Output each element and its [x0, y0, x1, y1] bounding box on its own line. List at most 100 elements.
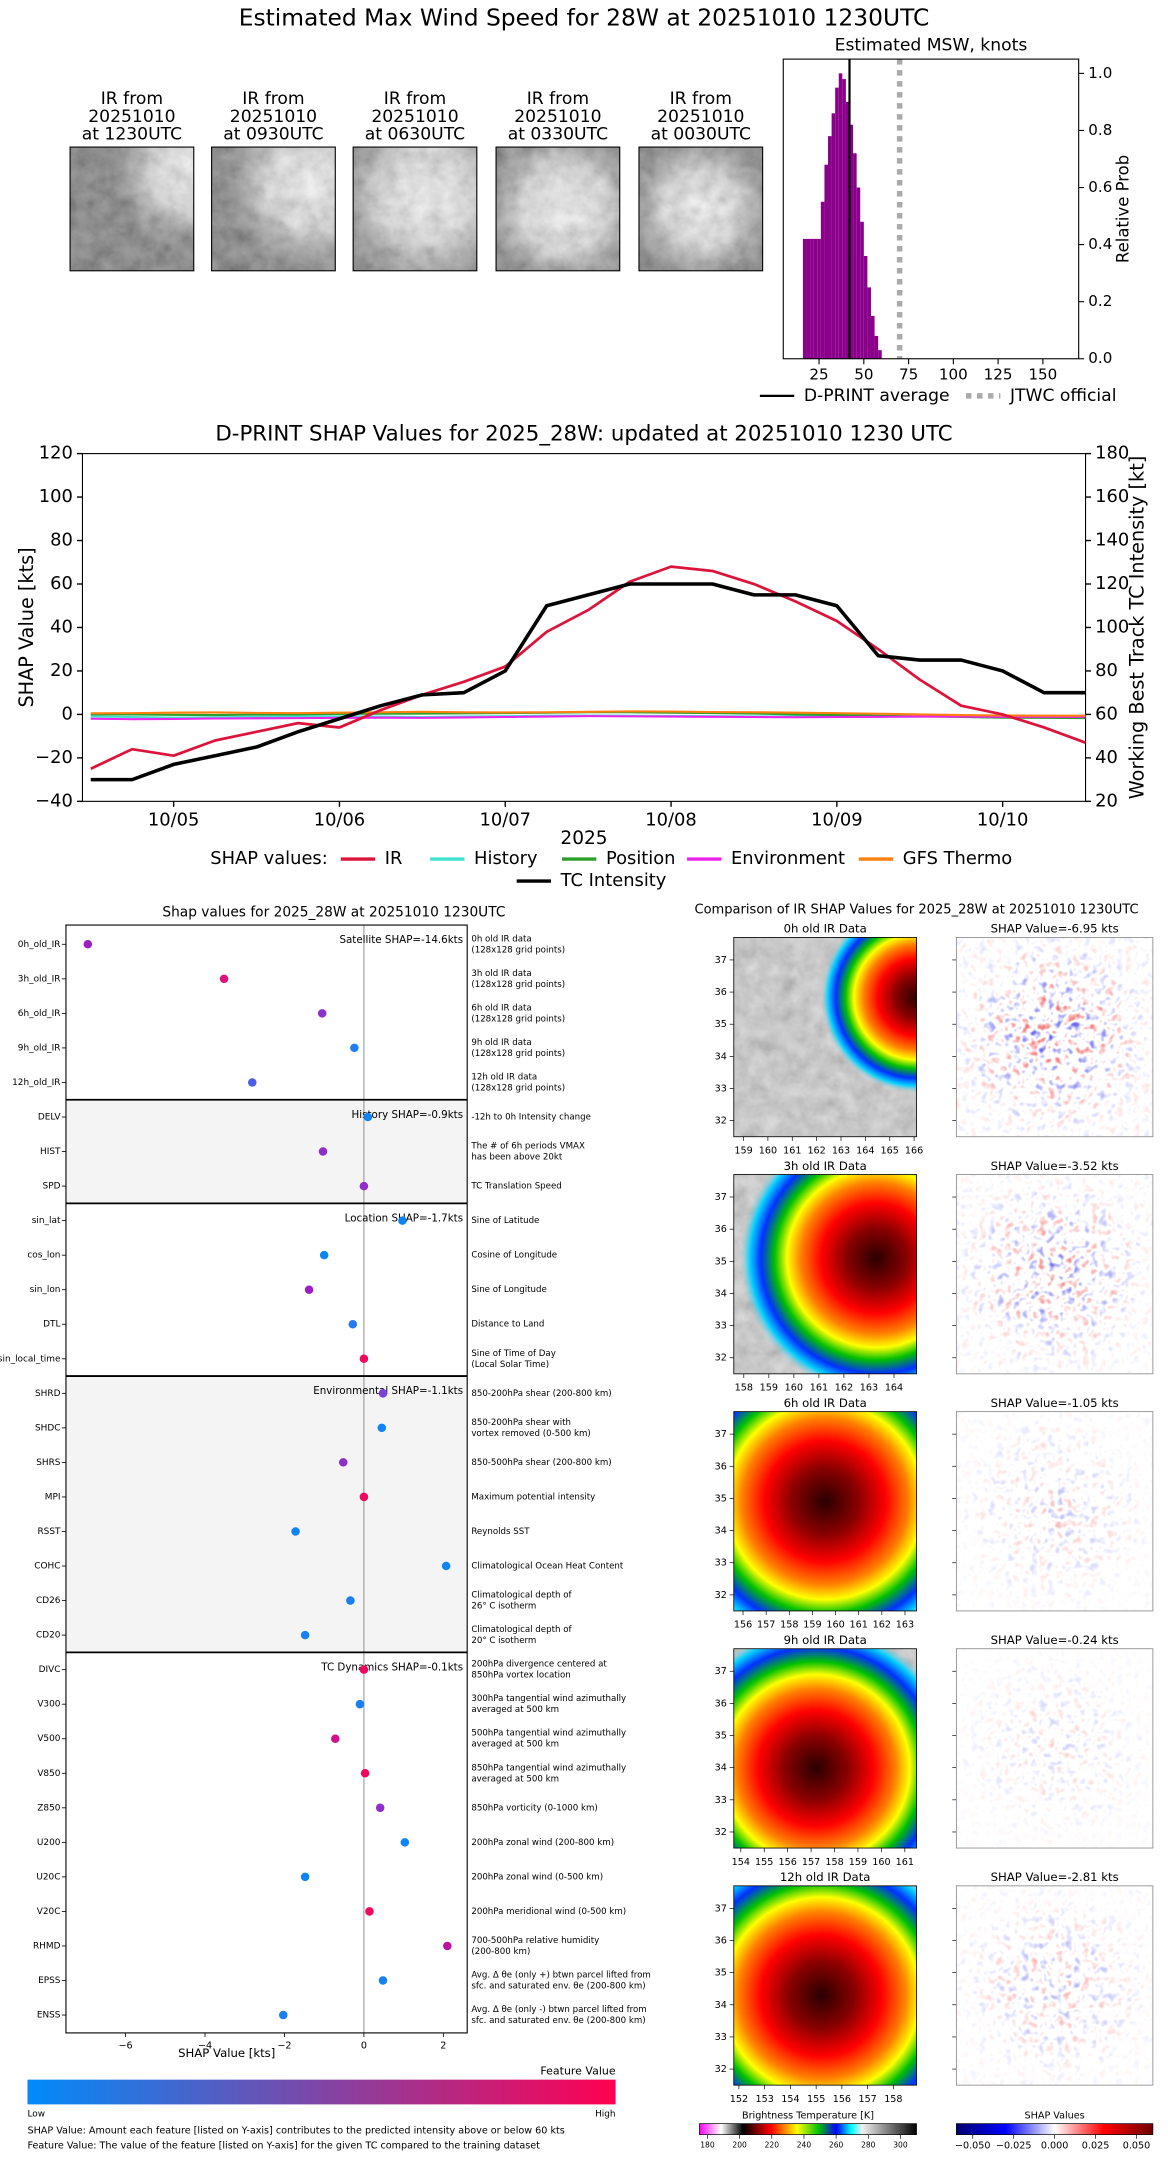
y-tick-label: 0.6 — [1088, 178, 1112, 196]
shap-dot — [363, 1112, 373, 1122]
shap-dot — [443, 1941, 452, 1951]
feature-description: Maximum potential intensity — [471, 1492, 595, 1502]
feature-description: 26° C isotherm — [471, 1602, 536, 1612]
panel-title: 3h old IR Data — [784, 1159, 867, 1173]
colorbar-tick-label: 200 — [732, 2141, 747, 2150]
shap-dot — [355, 1699, 365, 1709]
lon-tick-label: 157 — [802, 1857, 820, 1868]
lon-tick-label: 161 — [850, 1620, 868, 1631]
histogram-bar — [863, 256, 868, 359]
group-label: Environmental SHAP=-1.1kts — [313, 1385, 463, 1397]
y-tick-label: 60 — [50, 573, 73, 594]
feature-description: Sine of Time of Day — [471, 1349, 556, 1359]
lat-tick-label: 37 — [715, 1666, 727, 1677]
histogram-bar — [838, 73, 843, 359]
feature-description: Distance to Land — [471, 1320, 544, 1330]
shap-dot — [359, 1354, 369, 1364]
feature-description: 500hPa tangential wind azimuthally — [471, 1729, 626, 1739]
y-tick-label: 1.0 — [1088, 64, 1112, 82]
y-tick-label: 0 — [61, 703, 72, 724]
lat-tick-label: 32 — [715, 1116, 727, 1127]
lon-tick-label: 165 — [881, 1145, 899, 1156]
feature-label: 9h_old_IR — [18, 1043, 61, 1053]
ir-image — [733, 1174, 917, 1374]
feature-description: 20° C isotherm — [471, 1636, 536, 1646]
texture — [70, 147, 194, 271]
lat-tick-label: 33 — [715, 1795, 727, 1806]
shap-dot — [300, 1630, 310, 1640]
lat-tick-label: 35 — [715, 1968, 727, 1979]
histogram-bar — [878, 350, 882, 359]
feature-description: -12h to 0h Intensity change — [471, 1112, 591, 1122]
colorbar-tick-label: 300 — [893, 2141, 908, 2150]
thumbnail-title: 20251010 — [657, 107, 744, 127]
x-tick-label: 10/10 — [977, 810, 1028, 831]
colorbar-label: Feature Value — [540, 2064, 615, 2077]
feature-label: 0h_old_IR — [18, 940, 61, 950]
feature-label: sin_lon — [30, 1285, 61, 1295]
storm-clouds — [738, 1174, 917, 1374]
histogram-bar — [828, 136, 832, 359]
lat-tick-label: 34 — [715, 1763, 727, 1774]
feature-label: 6h_old_IR — [18, 1009, 61, 1019]
shap-dot — [304, 1285, 314, 1294]
feature-description: 700-500hPa relative humidity — [471, 1936, 599, 1946]
lon-tick-label: 156 — [734, 1620, 752, 1631]
y-tick-label: 0.2 — [1088, 292, 1112, 310]
lat-tick-label: 36 — [715, 1461, 727, 1472]
map-frame — [733, 1174, 917, 1375]
shap-dot — [219, 974, 229, 984]
x-tick-label: 50 — [854, 366, 873, 384]
x-tick-label: 10/09 — [811, 810, 862, 831]
map-frame — [733, 1648, 917, 1849]
histogram-bar — [810, 238, 814, 359]
group-background — [65, 1376, 468, 1653]
feature-label: SHRD — [35, 1389, 61, 1399]
thumbnail-title: IR from — [242, 89, 304, 109]
feature-description: averaged at 500 km — [471, 1774, 559, 1784]
legend-label: D-PRINT average — [804, 386, 950, 406]
shap-dot — [359, 1181, 369, 1191]
feature-description: 850hPa vorticity (0-1000 km) — [471, 1803, 597, 1813]
feature-label: 3h_old_IR — [18, 974, 61, 984]
feature-label: cos_lon — [27, 1251, 60, 1261]
chart-title: D-PRINT SHAP Values for 2025_28W: update… — [215, 421, 952, 446]
shap-image — [956, 937, 1153, 1137]
histogram-bar — [856, 187, 861, 359]
y-tick-label: 40 — [50, 616, 73, 637]
panel-title: SHAP Value=-0.24 kts — [991, 1633, 1119, 1647]
shap-dot — [83, 940, 93, 949]
histogram-bar — [831, 113, 836, 359]
x-tick-label: 75 — [899, 366, 918, 384]
thumbnail-frame — [211, 146, 336, 272]
lon-tick-label: 162 — [807, 1145, 825, 1156]
y-tick-label: 120 — [39, 443, 73, 464]
thumbnail-title: IR from — [101, 89, 163, 109]
colorbar — [699, 2123, 917, 2135]
lon-tick-label: 152 — [730, 2094, 748, 2105]
section-title: Comparison of IR SHAP Values for 2025_28… — [694, 902, 1138, 917]
feature-description: (128x128 grid points) — [471, 1049, 565, 1059]
legend-label: JTWC official — [1009, 386, 1116, 406]
feature-description: 6h old IR data — [471, 1003, 531, 1013]
shap-dot — [248, 1078, 257, 1087]
y-tick-label: 0.0 — [1088, 349, 1112, 367]
legend-label: Environment — [731, 848, 845, 869]
histogram-bar — [853, 153, 857, 359]
feature-description: 850-500hPa shear (200-800 km) — [471, 1458, 611, 1468]
ir-thumbnail — [353, 147, 477, 271]
feature-description: (Local Solar Time) — [471, 1360, 549, 1370]
thumbnail-title: 20251010 — [514, 107, 601, 127]
panel-title: SHAP Value=-6.95 kts — [991, 922, 1119, 936]
y-tick-label: 0.4 — [1088, 235, 1112, 253]
feature-label: 12h_old_IR — [12, 1078, 60, 1088]
x-tick-label: −4 — [198, 2040, 212, 2051]
y2-tick-label: 180 — [1095, 443, 1129, 464]
y-tick-label: 20 — [50, 660, 73, 681]
shap-dot — [291, 1527, 300, 1536]
lon-tick-label: 166 — [905, 1145, 923, 1156]
lat-tick-label: 34 — [715, 2000, 727, 2011]
lon-tick-label: 163 — [896, 1620, 914, 1631]
ir-image — [733, 937, 917, 1137]
